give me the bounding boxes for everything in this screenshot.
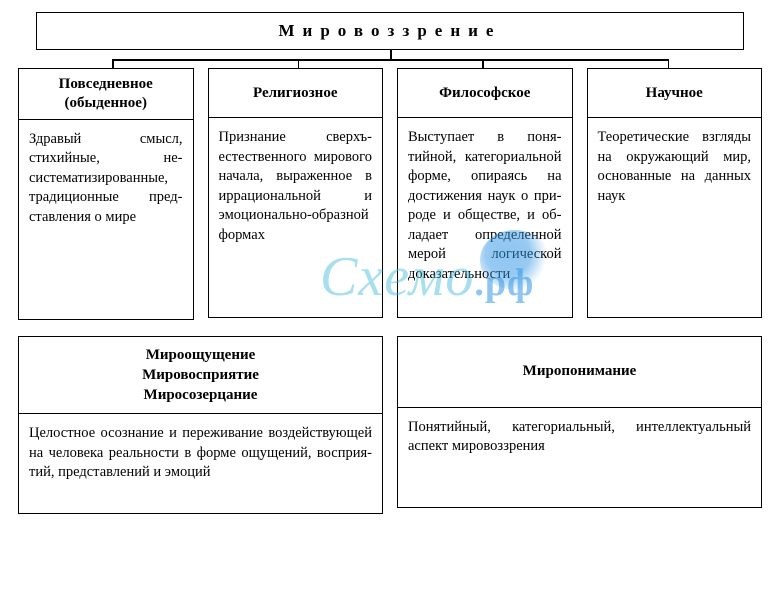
type-header-everyday: Повседневное (обыденное) [18, 68, 194, 120]
type-header-philosophical: Философское [397, 68, 573, 118]
connector-top [36, 50, 744, 68]
types-row: Повседневное (обыденное) Здравый смысл, … [18, 68, 762, 320]
type-desc-religious: Признание сверхъ­естествен­ного мирового… [208, 118, 384, 318]
type-col-everyday: Повседневное (обыденное) Здравый смысл, … [18, 68, 194, 320]
bottom-desc-understanding: Понятий­ный, катего­риальный, интел­лект… [397, 408, 762, 508]
type-desc-philosophical: Выступает в поня­тийной, катего­риальной… [397, 118, 573, 318]
type-desc-scientific: Теорети­ческие взгляды на ок­ружающий ми… [587, 118, 763, 318]
bottom-header-understanding: Миропонимание [397, 336, 762, 408]
type-desc-everyday: Здравый смысл, стихийные, не­системати­з… [18, 120, 194, 320]
type-header-scientific: Научное [587, 68, 763, 118]
type-col-scientific: Научное Теорети­ческие взгляды на ок­руж… [587, 68, 763, 320]
bottom-desc-feeling: Целостное осознание и переживание воздей… [18, 414, 383, 514]
root-title: Мировоззрение [36, 12, 744, 50]
type-header-religious: Религиозное [208, 68, 384, 118]
bottom-col-understanding: Миропонимание Понятий­ный, катего­риальн… [397, 336, 762, 515]
bottom-header-feeling: Мироощущение Мировосприятие Миросозерцан… [18, 336, 383, 415]
type-col-philosophical: Философское Выступает в поня­тийной, кат… [397, 68, 573, 320]
type-col-religious: Религиозное Признание сверхъ­естествен­н… [208, 68, 384, 320]
bottom-row: Мироощущение Мировосприятие Миросозерцан… [18, 336, 762, 515]
bottom-col-feeling: Мироощущение Мировосприятие Миросозерцан… [18, 336, 383, 515]
